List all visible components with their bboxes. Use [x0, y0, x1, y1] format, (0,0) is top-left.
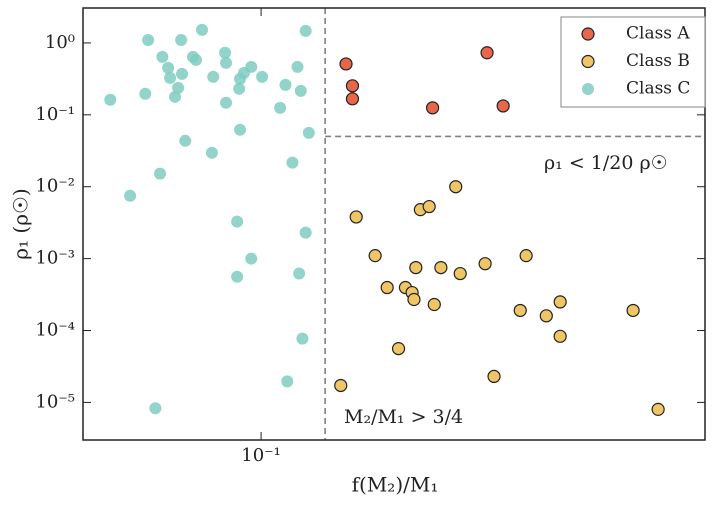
point: [422, 199, 436, 214]
point: [553, 295, 567, 309]
point: [231, 270, 244, 283]
point: [368, 249, 382, 263]
point: [104, 93, 117, 106]
y-tick-label: 10⁻²: [35, 176, 75, 197]
point: [124, 189, 137, 202]
point: [391, 342, 406, 356]
point: [513, 303, 527, 318]
point: [220, 56, 233, 69]
point: [425, 101, 440, 115]
point: [294, 84, 307, 97]
point: [380, 280, 394, 295]
point: [220, 96, 233, 109]
point: [245, 252, 258, 265]
point: [142, 33, 155, 46]
point: [154, 167, 167, 180]
point: [519, 249, 533, 263]
y-tick-label: 10⁻⁵: [35, 391, 75, 412]
point: [233, 82, 246, 95]
point: [234, 123, 247, 136]
legend-label: Class B: [626, 51, 690, 71]
point: [409, 260, 423, 275]
y-axis-label: ρ₁ (ρ☉): [9, 188, 33, 259]
point: [302, 126, 315, 139]
point: [156, 50, 169, 63]
point: [299, 226, 312, 239]
point: [245, 60, 258, 73]
point: [553, 329, 567, 343]
plot-frame: [82, 7, 706, 441]
point: [164, 71, 177, 84]
point: [434, 260, 448, 275]
point: [539, 309, 553, 323]
point: [480, 46, 494, 60]
point: [190, 53, 203, 66]
point: [279, 78, 292, 91]
point: [334, 378, 348, 393]
point: [626, 303, 640, 318]
point: [339, 57, 353, 71]
point: [162, 61, 175, 74]
point: [299, 24, 312, 37]
point: [345, 79, 360, 93]
point: [205, 146, 218, 159]
point: [478, 257, 492, 271]
annotation: ρ₁ < 1/20 ρ☉: [544, 152, 668, 174]
point: [231, 215, 244, 228]
point: [449, 180, 463, 194]
y-tick-label: 10⁻³: [35, 248, 75, 269]
point: [149, 402, 162, 415]
point: [139, 87, 152, 100]
point: [281, 375, 294, 388]
point: [651, 402, 665, 416]
point: [219, 46, 232, 59]
point: [487, 369, 501, 383]
y-tick-label: 10⁰: [45, 32, 75, 53]
annotation: M₂/M₁ > 3/4: [344, 406, 463, 428]
point: [291, 60, 304, 73]
point: [175, 67, 188, 80]
point: [349, 210, 363, 224]
point: [496, 99, 510, 113]
point: [345, 92, 360, 106]
point: [196, 23, 209, 36]
legend-marker: [582, 83, 594, 95]
point: [296, 332, 309, 345]
point: [175, 33, 188, 46]
y-tick-label: 10⁻¹: [35, 104, 75, 125]
x-tick-label: 10⁻¹: [241, 445, 281, 466]
legend-marker: [581, 27, 595, 41]
point: [286, 156, 299, 169]
point: [407, 292, 421, 307]
x-axis-label: f(M₂)/M₁: [352, 473, 439, 497]
y-tick-label: 10⁻⁴: [35, 320, 75, 341]
point: [427, 297, 441, 312]
point: [207, 70, 220, 83]
point: [256, 70, 269, 83]
legend-label: Class C: [626, 79, 690, 99]
point: [179, 134, 192, 147]
legend-label: Class A: [626, 24, 690, 44]
point: [453, 266, 467, 281]
point: [274, 101, 287, 114]
point: [172, 81, 185, 94]
legend-marker: [581, 54, 595, 69]
point: [293, 267, 306, 280]
